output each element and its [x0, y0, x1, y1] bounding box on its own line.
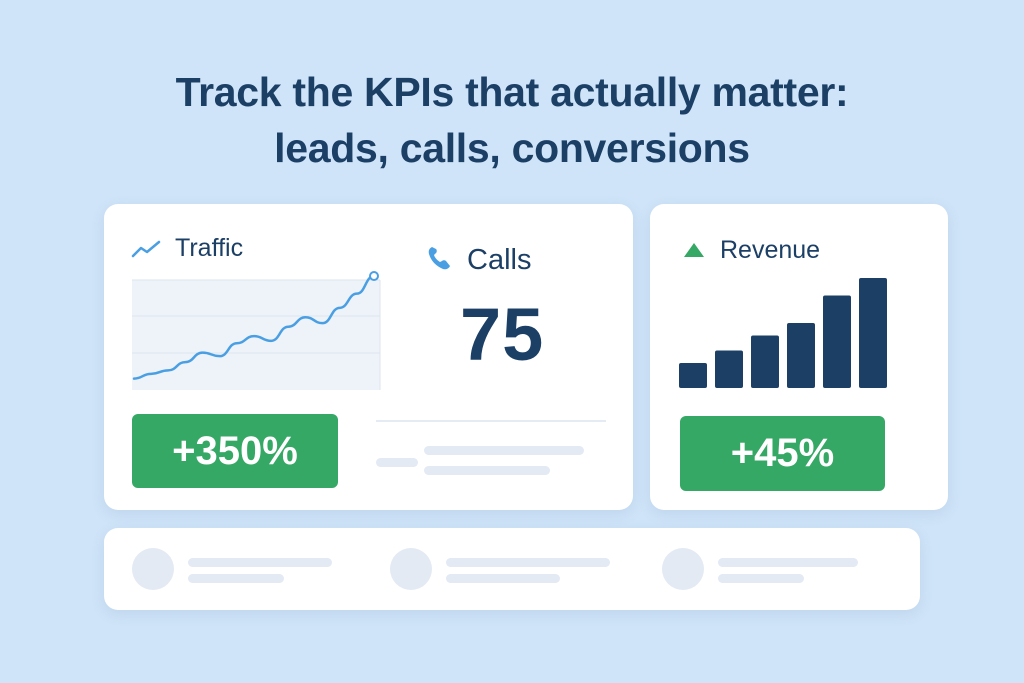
avatar-placeholder	[132, 548, 174, 590]
revenue-change-badge: +45%	[680, 416, 885, 491]
calls-value: 75	[460, 293, 545, 376]
revenue-label: Revenue	[720, 236, 821, 264]
revenue-bar	[787, 323, 815, 388]
revenue-bar	[823, 295, 851, 388]
headline-line-2: leads, calls, conversions	[274, 125, 750, 171]
triangle-up-icon	[684, 243, 704, 257]
avatar-placeholder	[662, 548, 704, 590]
traffic-line	[132, 274, 376, 380]
traffic-chart	[132, 271, 381, 390]
calls-label: Calls	[467, 244, 532, 276]
trend-line-icon	[131, 240, 161, 258]
skeleton-line	[718, 574, 804, 583]
traffic-calls-card: Traffic +350% Calls 75	[104, 204, 633, 510]
skeleton-line	[424, 466, 550, 475]
phone-icon	[428, 247, 450, 270]
headline-line-1: Track the KPIs that actually matter:	[175, 69, 849, 115]
skeleton-line	[446, 574, 560, 583]
skeleton-line	[446, 558, 610, 567]
headline: Track the KPIs that actually matter: lea…	[0, 64, 1024, 176]
revenue-bar	[859, 278, 887, 388]
traffic-end-marker	[369, 271, 379, 281]
placeholder-card	[104, 528, 920, 610]
avatar-placeholder	[390, 548, 432, 590]
skeleton-line	[424, 446, 584, 455]
revenue-bar-chart	[679, 278, 887, 388]
revenue-bar	[751, 335, 779, 388]
skeleton-line	[376, 458, 418, 467]
skeleton-line	[718, 558, 858, 567]
traffic-change-badge: +350%	[132, 414, 338, 488]
revenue-card: Revenue +45%	[650, 204, 948, 510]
skeleton-line	[188, 574, 284, 583]
divider	[376, 420, 606, 422]
revenue-bar	[715, 350, 743, 388]
traffic-label: Traffic	[175, 234, 244, 262]
skeleton-line	[188, 558, 332, 567]
revenue-bar	[679, 363, 707, 388]
